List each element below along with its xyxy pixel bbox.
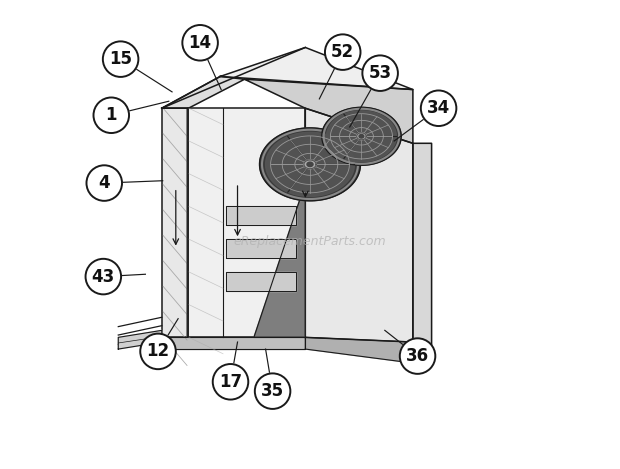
Circle shape (182, 25, 218, 61)
Polygon shape (288, 132, 355, 164)
Polygon shape (344, 136, 396, 162)
Circle shape (400, 338, 435, 374)
Text: 4: 4 (99, 174, 110, 192)
Text: 17: 17 (219, 373, 242, 391)
Polygon shape (356, 133, 366, 140)
Text: 35: 35 (261, 382, 284, 400)
Circle shape (421, 91, 456, 126)
Polygon shape (288, 164, 355, 197)
Polygon shape (76, 0, 544, 469)
Polygon shape (118, 330, 162, 349)
Polygon shape (322, 107, 401, 165)
Polygon shape (304, 160, 316, 169)
Polygon shape (244, 79, 413, 144)
Circle shape (140, 333, 176, 369)
Text: 12: 12 (146, 342, 170, 360)
Polygon shape (220, 47, 413, 90)
Text: 34: 34 (427, 99, 450, 117)
Polygon shape (162, 108, 188, 337)
Polygon shape (344, 111, 396, 136)
Polygon shape (305, 337, 413, 363)
Polygon shape (162, 76, 244, 108)
Polygon shape (260, 128, 360, 201)
Polygon shape (226, 239, 296, 258)
Polygon shape (188, 108, 305, 337)
Text: 14: 14 (188, 34, 211, 52)
Polygon shape (305, 108, 413, 342)
Text: eReplacementParts.com: eReplacementParts.com (234, 235, 386, 248)
Polygon shape (226, 206, 296, 225)
Polygon shape (359, 135, 364, 138)
Circle shape (213, 364, 248, 400)
Circle shape (255, 373, 290, 409)
Polygon shape (254, 183, 305, 337)
Circle shape (86, 259, 121, 295)
Polygon shape (226, 272, 296, 291)
Polygon shape (413, 144, 432, 356)
Text: 1: 1 (105, 106, 117, 124)
Circle shape (362, 55, 398, 91)
Polygon shape (327, 114, 361, 159)
Text: 15: 15 (109, 50, 132, 68)
Polygon shape (162, 337, 305, 349)
Circle shape (103, 41, 138, 77)
Text: 36: 36 (406, 347, 429, 365)
Polygon shape (307, 162, 313, 166)
Circle shape (325, 34, 360, 70)
Circle shape (94, 98, 129, 133)
Text: 43: 43 (92, 268, 115, 286)
Text: 52: 52 (331, 43, 354, 61)
Circle shape (86, 165, 122, 201)
Polygon shape (265, 136, 310, 192)
Text: 53: 53 (368, 64, 392, 82)
